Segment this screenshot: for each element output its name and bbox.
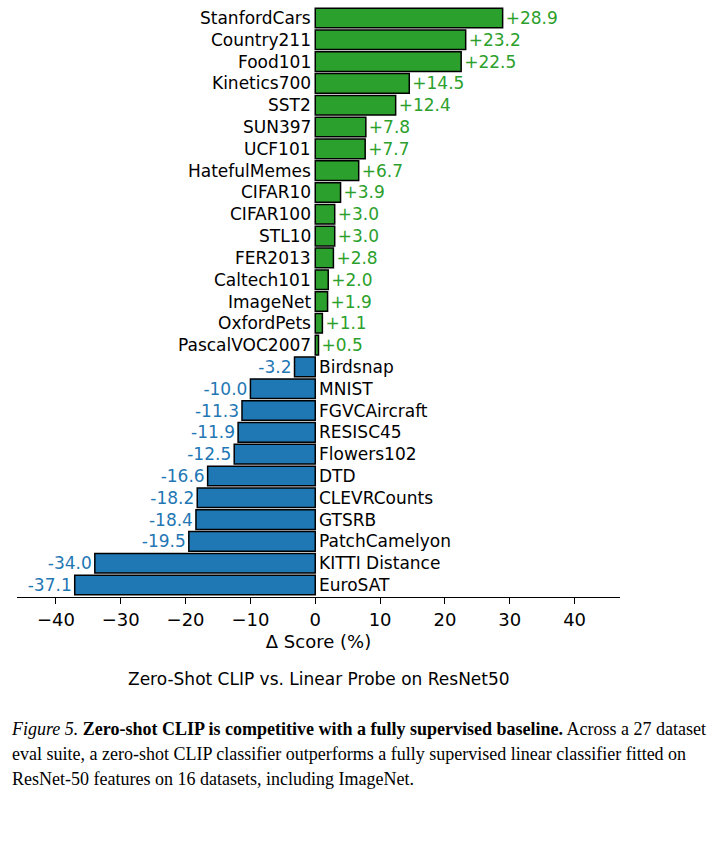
svg-text:Food101: Food101: [238, 52, 311, 72]
svg-text:+3.9: +3.9: [344, 182, 385, 202]
svg-text:CLEVRCounts: CLEVRCounts: [319, 488, 433, 508]
svg-text:GTSRB: GTSRB: [319, 510, 376, 530]
svg-text:+0.5: +0.5: [322, 335, 363, 355]
svg-text:+7.7: +7.7: [368, 139, 409, 159]
svg-text:+23.2: +23.2: [469, 30, 521, 50]
svg-text:KITTI Distance: KITTI Distance: [319, 553, 440, 573]
svg-text:FGVCAircraft: FGVCAircraft: [319, 401, 428, 421]
svg-text:−30: −30: [102, 609, 140, 630]
svg-text:SST2: SST2: [268, 95, 311, 115]
svg-text:OxfordPets: OxfordPets: [218, 313, 311, 333]
svg-text:PatchCamelyon: PatchCamelyon: [319, 531, 451, 551]
svg-text:DTD: DTD: [319, 466, 356, 486]
svg-text:+3.0: +3.0: [338, 204, 379, 224]
svg-text:Birdsnap: Birdsnap: [319, 357, 394, 377]
svg-text:+28.9: +28.9: [506, 8, 558, 28]
svg-text:+2.0: +2.0: [331, 270, 372, 290]
svg-text:Caltech101: Caltech101: [214, 270, 311, 290]
svg-text:-12.5: -12.5: [187, 444, 231, 464]
svg-text:+7.8: +7.8: [369, 117, 410, 137]
svg-text:RESISC45: RESISC45: [319, 422, 402, 442]
svg-text:+12.4: +12.4: [399, 95, 451, 115]
svg-text:-10.0: -10.0: [203, 379, 247, 399]
svg-text:+6.7: +6.7: [362, 161, 403, 181]
svg-text:+1.9: +1.9: [331, 292, 372, 312]
svg-text:SUN397: SUN397: [243, 117, 311, 137]
svg-text:-18.2: -18.2: [150, 488, 194, 508]
svg-text:-37.1: -37.1: [28, 575, 72, 595]
svg-text:Kinetics700: Kinetics700: [212, 73, 311, 93]
svg-text:CIFAR100: CIFAR100: [230, 204, 311, 224]
svg-text:+1.1: +1.1: [325, 313, 366, 333]
svg-text:0: 0: [310, 609, 321, 630]
svg-text:-16.6: -16.6: [161, 466, 205, 486]
svg-text:-19.5: -19.5: [142, 531, 186, 551]
svg-text:40: 40: [563, 609, 586, 630]
svg-text:−10: −10: [231, 609, 269, 630]
svg-text:ImageNet: ImageNet: [228, 292, 311, 312]
svg-text:-18.4: -18.4: [149, 510, 193, 530]
svg-text:PascalVOC2007: PascalVOC2007: [178, 335, 311, 355]
svg-text:20: 20: [433, 609, 456, 630]
svg-text:HatefulMemes: HatefulMemes: [188, 161, 311, 181]
html-text:Figure 5. Zero-shot CLIP is co: Figure 5. Zero-shot CLIP is competitive …: [12, 719, 706, 789]
svg-text:-3.2: -3.2: [258, 357, 291, 377]
svg-text:+22.5: +22.5: [464, 52, 516, 72]
svg-text:EuroSAT: EuroSAT: [319, 575, 390, 595]
svg-text:StanfordCars: StanfordCars: [200, 8, 311, 28]
svg-text:-11.3: -11.3: [195, 401, 239, 421]
svg-text:UCF101: UCF101: [244, 139, 311, 159]
svg-text:30: 30: [498, 609, 521, 630]
svg-text:10: 10: [369, 609, 392, 630]
svg-text:MNIST: MNIST: [319, 379, 373, 399]
svg-text:Flowers102: Flowers102: [319, 444, 417, 464]
svg-text:+3.0: +3.0: [338, 226, 379, 246]
svg-text:Country211: Country211: [211, 30, 311, 50]
svg-text:Zero-Shot CLIP vs. Linear Prob: Zero-Shot CLIP vs. Linear Probe on ResNe…: [128, 669, 510, 689]
svg-text:+2.8: +2.8: [336, 248, 377, 268]
svg-text:−20: −20: [167, 609, 205, 630]
svg-text:FER2013: FER2013: [235, 248, 311, 268]
svg-text:STL10: STL10: [259, 226, 311, 246]
svg-text:−40: −40: [37, 609, 75, 630]
svg-text:-34.0: -34.0: [48, 553, 92, 573]
svg-text:Δ Score (%): Δ Score (%): [266, 631, 371, 652]
svg-text:-11.9: -11.9: [191, 422, 235, 442]
svg-text:+14.5: +14.5: [412, 73, 464, 93]
svg-text:CIFAR10: CIFAR10: [241, 182, 311, 202]
